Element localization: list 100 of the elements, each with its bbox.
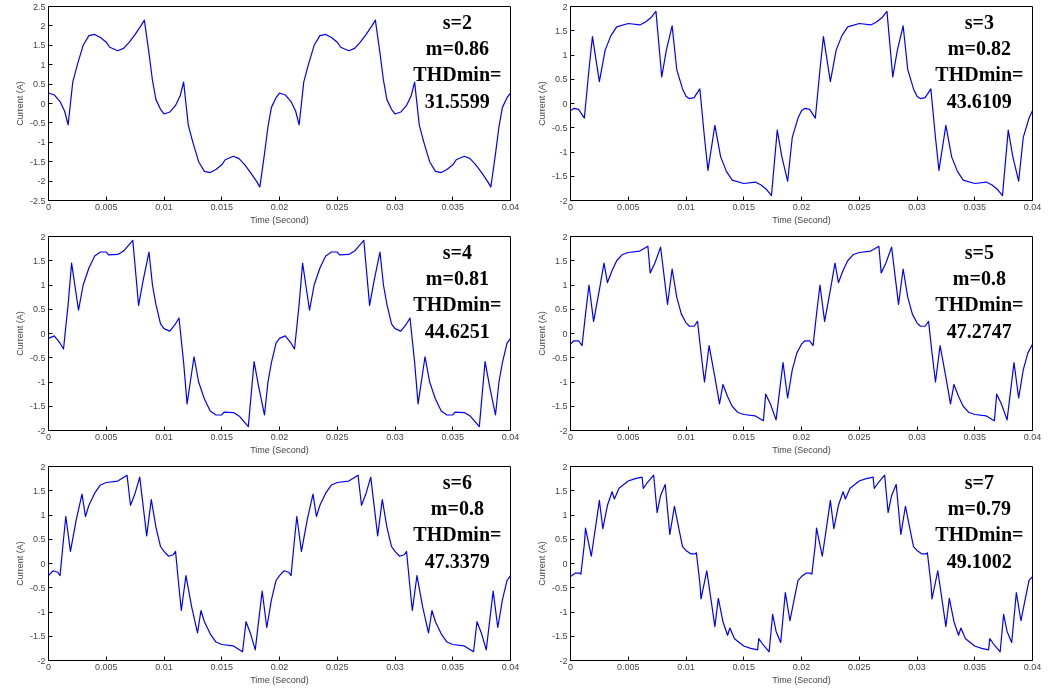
x-tick-label: 0.015	[732, 431, 756, 442]
annotation: m=0.8	[430, 497, 484, 520]
x-tick-label: 0.035	[441, 431, 465, 442]
x-tick-label: 0.02	[270, 431, 289, 442]
y-tick-label: -1	[37, 607, 46, 617]
x-tick-label: 0.015	[210, 201, 234, 212]
x-tick-label: 0.025	[325, 201, 349, 212]
x-tick-label: 0.015	[210, 661, 234, 672]
x-tick-label: 0.04	[501, 431, 520, 442]
x-tick-label: 0.03	[386, 201, 404, 212]
y-tick-label: 1.5	[554, 255, 568, 266]
x-tick-label: 0.03	[386, 661, 404, 672]
y-tick-label: 1	[40, 510, 46, 520]
y-tick-label: -0.5	[551, 582, 568, 593]
y-tick-label: -2	[37, 176, 46, 187]
annotation: THDmin=	[935, 63, 1024, 86]
y-tick-label: -1.5	[551, 631, 568, 642]
annotation: m=0.81	[425, 267, 489, 290]
y-tick-label: 2	[40, 20, 46, 31]
x-axis-title: Time (Second)	[772, 444, 831, 455]
x-tick-label: 0.025	[847, 201, 871, 212]
x-tick-label: 0.04	[1023, 431, 1042, 442]
annotation: s=3	[964, 11, 994, 34]
y-tick-label: 1.5	[32, 485, 46, 496]
y-tick-label: 0	[40, 328, 46, 339]
y-tick-label: -2	[559, 655, 568, 666]
y-axis-title: Current (A)	[536, 81, 547, 126]
x-tick-label: 0.02	[270, 201, 289, 212]
y-tick-label: 1.5	[32, 40, 46, 51]
y-tick-label: 1	[40, 59, 46, 70]
annotation: s=6	[442, 471, 472, 494]
x-tick-label: 0.02	[270, 661, 289, 672]
annotation: 43.6109	[946, 89, 1012, 112]
annotation: THDmin=	[413, 63, 502, 86]
y-tick-label: 0	[562, 328, 568, 339]
annotation: 47.2747	[946, 319, 1012, 342]
x-tick-label: 0.005	[94, 201, 118, 212]
x-tick-label: 0.04	[501, 661, 520, 672]
y-axis-title: Current (A)	[14, 81, 25, 126]
annotation: THDmin=	[413, 293, 502, 316]
y-tick-label: -2	[559, 195, 568, 206]
x-axis-title: Time (Second)	[250, 444, 309, 455]
y-tick-label: -0.5	[29, 582, 46, 593]
y-tick-label: 0.5	[554, 304, 568, 315]
y-tick-label: -1	[559, 147, 568, 157]
x-tick-label: 0.04	[1023, 661, 1042, 672]
x-tick-label: 0.01	[155, 431, 173, 442]
annotation: m=0.8	[952, 267, 1006, 290]
x-tick-label: 0.005	[616, 661, 640, 672]
x-axis-title: Time (Second)	[250, 214, 309, 225]
x-tick-label: 0.005	[94, 661, 118, 672]
annotation: 49.1002	[946, 549, 1012, 572]
y-tick-label: 0	[562, 98, 568, 109]
y-tick-label: 1	[562, 280, 568, 290]
x-tick-label: 0.01	[677, 661, 695, 672]
y-tick-label: 0.5	[32, 304, 46, 315]
x-tick-label: 0.01	[677, 201, 695, 212]
y-tick-label: 1	[562, 510, 568, 520]
y-tick-label: 2	[562, 461, 568, 472]
x-tick-label: 0.035	[963, 661, 987, 672]
y-tick-label: -2	[559, 425, 568, 436]
y-tick-label: 0	[40, 98, 46, 109]
y-tick-label: 1.5	[554, 25, 568, 36]
x-tick-label: 0.02	[792, 431, 811, 442]
x-tick-label: 0.03	[908, 201, 926, 212]
x-tick-label: 0.03	[908, 431, 926, 442]
y-tick-label: -0.5	[551, 122, 568, 133]
x-tick-label: 0.025	[847, 431, 871, 442]
y-tick-label: -1.5	[29, 156, 46, 167]
annotation: THDmin=	[935, 293, 1024, 316]
x-tick-label: 0.005	[616, 431, 640, 442]
y-axis-title: Current (A)	[14, 311, 25, 356]
x-tick-label: 0.03	[386, 431, 404, 442]
y-tick-label: 1.5	[554, 485, 568, 496]
annotation: THDmin=	[935, 523, 1024, 546]
y-tick-label: -2	[37, 655, 46, 666]
y-tick-label: -0.5	[29, 352, 46, 363]
x-tick-label: 0.01	[155, 201, 173, 212]
y-tick-label: -2	[37, 425, 46, 436]
x-tick-label: 0.02	[792, 201, 811, 212]
y-axis-title: Current (A)	[536, 541, 547, 586]
x-axis-title: Time (Second)	[250, 674, 309, 685]
x-tick-label: 0.04	[1023, 201, 1042, 212]
annotation: s=4	[442, 241, 472, 264]
x-tick-label: 0.025	[847, 661, 871, 672]
x-tick-label: 0.015	[732, 661, 756, 672]
y-tick-label: 0.5	[32, 79, 46, 90]
x-tick-label: 0.025	[325, 661, 349, 672]
x-tick-label: 0.015	[732, 201, 756, 212]
y-tick-label: -1.5	[29, 631, 46, 642]
y-tick-label: 1.5	[32, 255, 46, 266]
y-tick-label: 2	[40, 461, 46, 472]
y-tick-label: 2	[562, 1, 568, 12]
x-tick-label: 0.025	[325, 431, 349, 442]
annotation: s=2	[442, 11, 472, 34]
x-tick-label: 0.03	[908, 661, 926, 672]
x-tick-label: 0.005	[616, 201, 640, 212]
y-tick-label: 0	[562, 558, 568, 569]
y-tick-label: -1.5	[551, 401, 568, 412]
y-tick-label: -1	[37, 377, 46, 387]
